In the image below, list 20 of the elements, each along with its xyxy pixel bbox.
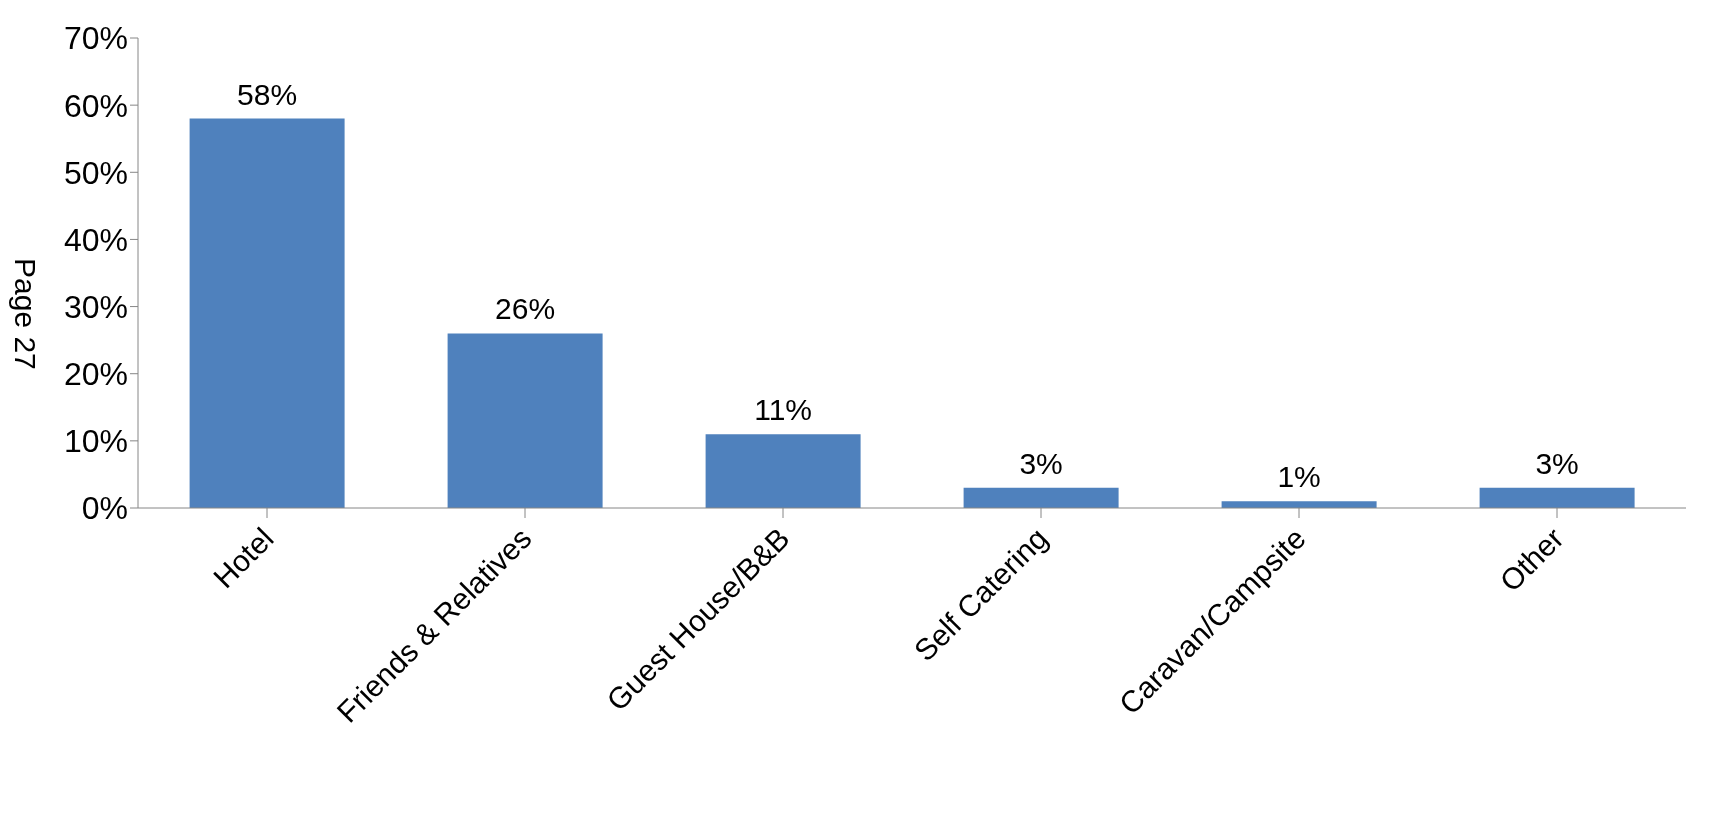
y-tick-label: 60% <box>63 87 128 124</box>
bar <box>189 118 345 508</box>
bar <box>705 434 861 508</box>
y-tick-label: 30% <box>63 288 128 325</box>
data-label: 1% <box>1277 460 1321 494</box>
data-label: 26% <box>495 292 556 326</box>
y-tick-label: 0% <box>81 490 128 527</box>
data-label: 3% <box>1535 446 1579 480</box>
data-label: 11% <box>754 393 813 427</box>
bar <box>1479 487 1635 508</box>
y-tick-label: 20% <box>63 356 128 393</box>
y-tick-label: 40% <box>63 221 128 258</box>
y-tick-label: 10% <box>63 423 128 460</box>
y-tick-label: 50% <box>63 154 128 191</box>
bar <box>447 333 603 508</box>
bar <box>963 487 1119 508</box>
y-tick-label: 70% <box>63 20 128 57</box>
text: Page 27 <box>8 258 42 370</box>
data-label: 3% <box>1019 446 1063 480</box>
data-label: 58% <box>237 77 298 111</box>
